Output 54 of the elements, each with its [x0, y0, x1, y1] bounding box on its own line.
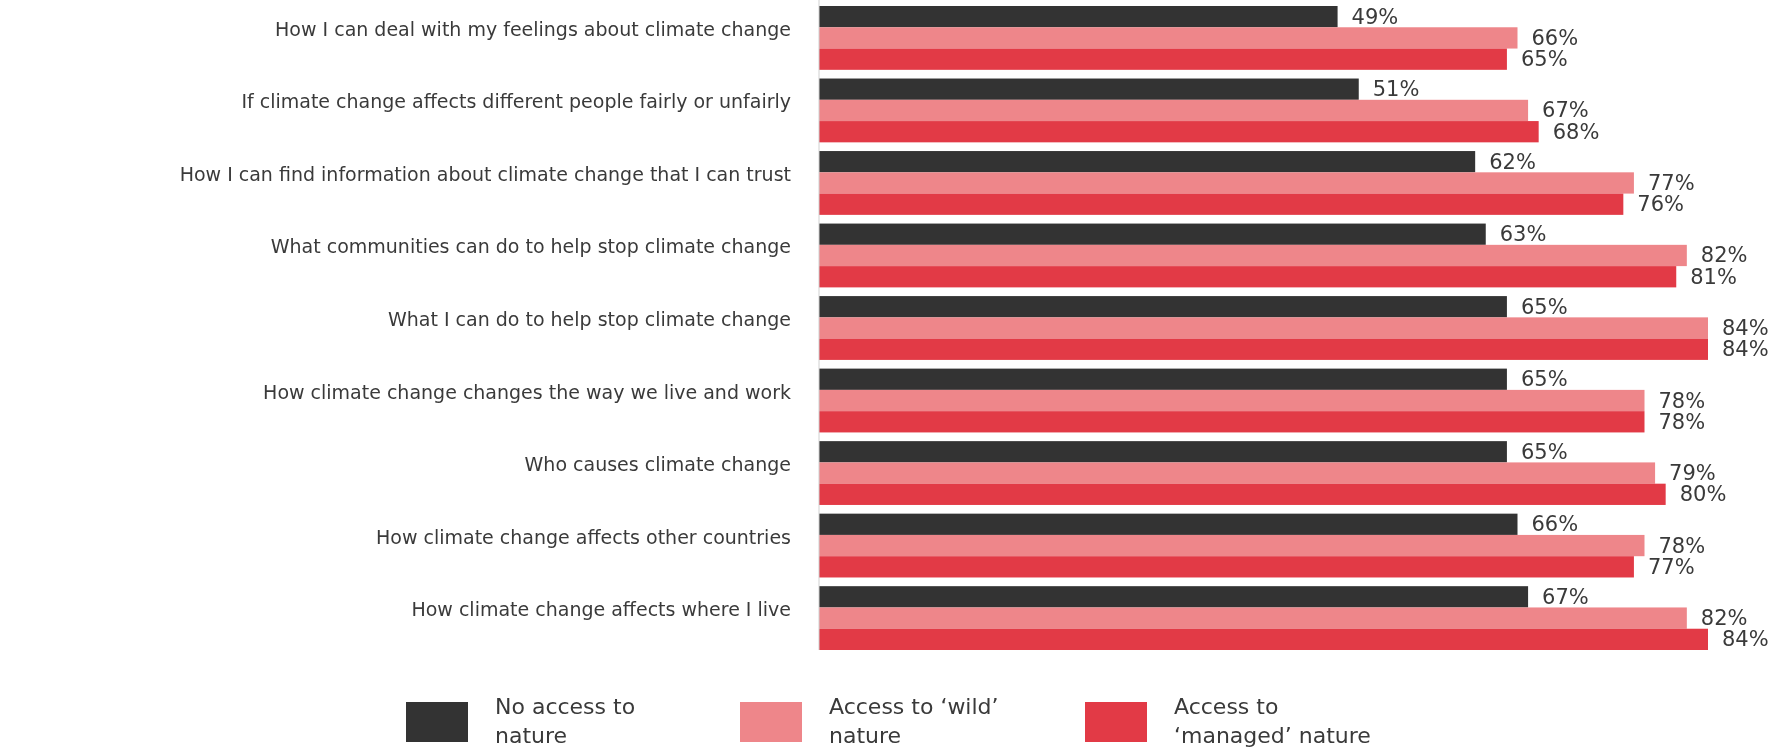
bar [819, 411, 1645, 433]
y-tick-label: How climate change affects other countries [376, 525, 791, 548]
bar [819, 586, 1529, 608]
bar [819, 296, 1507, 318]
legend-label: No access to nature [495, 694, 636, 748]
bar [819, 441, 1507, 463]
bar [819, 48, 1507, 70]
bar [819, 99, 1529, 122]
bar [819, 534, 1645, 557]
data-label: 65% [1520, 367, 1568, 392]
bar [819, 556, 1634, 578]
legend-label: Access to ‘wild’ nature [829, 694, 999, 748]
bar [819, 266, 1677, 288]
bar [819, 462, 1656, 484]
bar [819, 151, 1476, 173]
bar [819, 368, 1507, 390]
data-label: 63% [1499, 222, 1547, 247]
y-tick-label: What communities can do to help stop climate change [270, 235, 791, 258]
bar [819, 483, 1666, 505]
bar [819, 513, 1518, 535]
data-label: 66% [1531, 25, 1579, 50]
y-tick-label: How climate change changes the way we live and work [263, 380, 791, 403]
bar [819, 172, 1634, 194]
data-label: 62% [1489, 149, 1536, 174]
bar [819, 121, 1539, 143]
bar [819, 389, 1645, 412]
y-tick-label: What I can do to help stop climate change [387, 308, 791, 330]
data-label: 65% [1520, 294, 1568, 319]
bar [819, 193, 1624, 215]
data-label: 49% [1351, 4, 1399, 29]
y-tick-label: How climate change affects where I live [411, 598, 791, 621]
data-label: 51% [1372, 77, 1420, 102]
data-label: 84% [1722, 337, 1769, 362]
data-label: 65% [1520, 439, 1568, 464]
bar [819, 27, 1518, 49]
y-tick-label: How I can find information about climate change that I can trust [179, 162, 791, 185]
bar [819, 628, 1708, 650]
data-label: 67% [1542, 584, 1589, 609]
data-label: 84% [1722, 316, 1769, 340]
y-tick-label: How I can deal with my feelings about climate change [275, 17, 791, 40]
bar [819, 607, 1687, 629]
data-label: 65% [1520, 47, 1568, 72]
bar [819, 223, 1486, 245]
bar [819, 338, 1708, 360]
data-label: 76% [1637, 192, 1685, 217]
y-tick-label: If climate change affects different people fairly or unfairly [241, 90, 791, 113]
bar [819, 6, 1338, 28]
bar [819, 317, 1708, 339]
y-tick-label: Who causes climate change [524, 453, 791, 476]
data-label: 66% [1531, 512, 1579, 537]
bar [819, 244, 1687, 267]
data-label: 77% [1647, 170, 1695, 195]
legend-label: Access to ‘managed’ nature [1174, 694, 1371, 748]
bar [819, 78, 1359, 100]
